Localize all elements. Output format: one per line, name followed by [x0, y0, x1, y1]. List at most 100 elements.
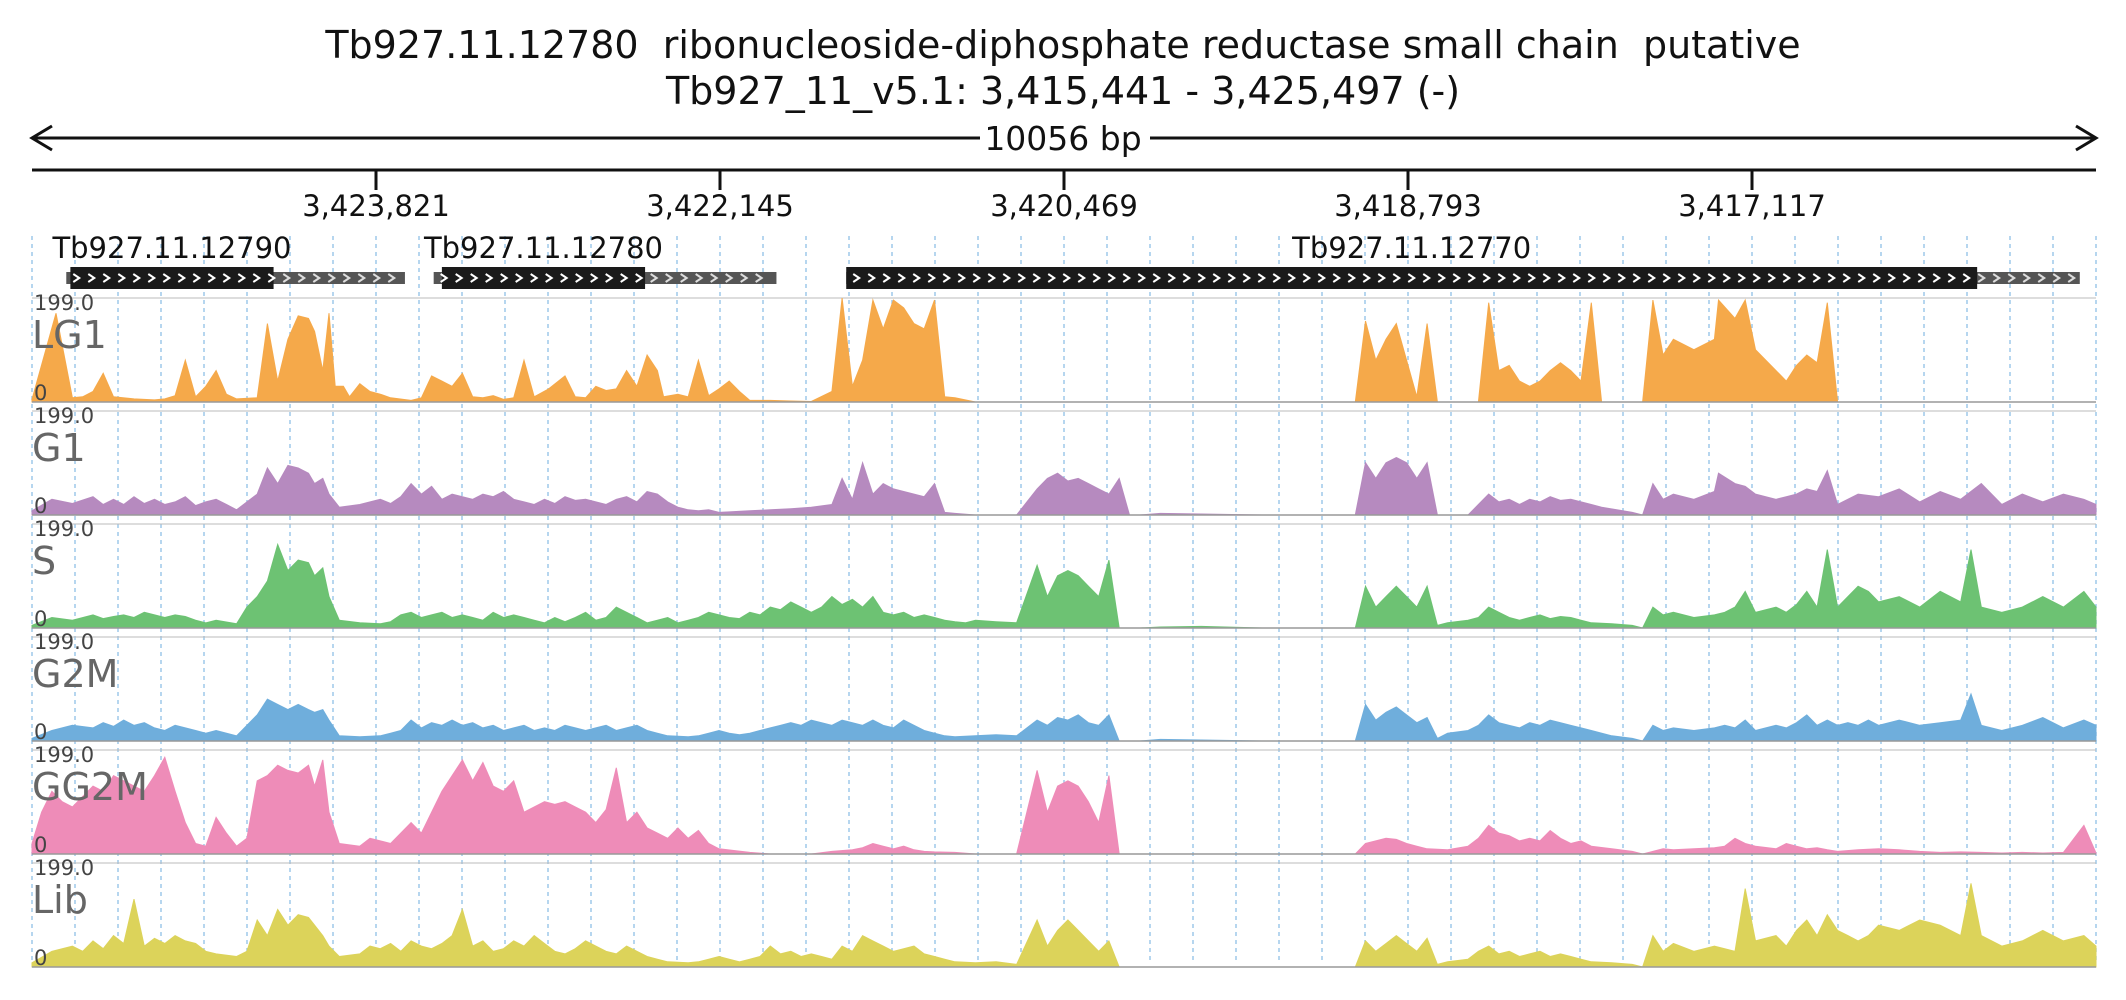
strand-chevron	[545, 273, 554, 283]
gene-label-1: Tb927.11.12780	[423, 231, 663, 265]
track-g1: 199.0 0 G1	[31, 404, 2097, 518]
strand-chevron	[942, 273, 952, 283]
strand-chevron	[852, 273, 862, 283]
strand-chevron	[590, 273, 599, 283]
strand-chevron	[1932, 273, 1942, 283]
strand-chevron	[1017, 273, 1027, 283]
strand-chevron	[725, 273, 734, 283]
strand-chevron	[927, 273, 937, 283]
strand-chevron	[987, 273, 997, 283]
strand-chevron	[2037, 273, 2047, 283]
scale-max-label: 199.0	[34, 856, 94, 880]
gene-label-0: Tb927.11.12790	[51, 231, 291, 265]
strand-chevron	[455, 273, 464, 283]
coverage-tracks: 199.00LG1199.00G1199.00S199.00G2M199.00G…	[31, 291, 2097, 970]
strand-chevron	[650, 273, 659, 283]
strand-chevron	[605, 273, 614, 283]
strand-chevron	[1422, 273, 1432, 283]
strand-chevron	[162, 273, 172, 283]
strand-chevron	[485, 273, 494, 283]
span-arrow-head-right	[2075, 124, 2099, 152]
strand-chevron	[1122, 273, 1132, 283]
strand-chevron	[440, 273, 449, 283]
gene-models: Tb927.11.12790 Tb927.11.12780 Tb927.11.127…	[51, 231, 2080, 289]
strand-chevron	[665, 273, 674, 283]
coverage-area-gg2m	[31, 756, 2097, 855]
strand-chevron	[740, 273, 749, 283]
strand-chevron	[695, 273, 704, 283]
strand-chevron	[1407, 273, 1417, 283]
strand-chevron	[177, 273, 187, 283]
strand-chevron	[1887, 273, 1897, 283]
tick-label-3: 3,418,793	[1334, 189, 1482, 223]
strand-chevron	[1647, 273, 1657, 283]
strand-chevron	[1212, 273, 1222, 283]
strand-chevron	[972, 273, 982, 283]
figure-header: Tb927.11.12780 ribonucleoside-diphosphat…	[0, 22, 2126, 114]
strand-chevron	[72, 273, 82, 283]
strand-chevron	[1302, 273, 1312, 283]
strand-chevron	[500, 273, 509, 283]
tick-label-2: 3,420,469	[990, 189, 1138, 223]
strand-chevron	[1182, 273, 1192, 283]
gene-label-2: Tb927.11.12770	[1291, 231, 1531, 265]
track-label-g2m: G2M	[32, 652, 118, 696]
strand-chevron	[1287, 273, 1297, 283]
strand-chevron	[1047, 273, 1057, 283]
strand-chevron	[237, 273, 247, 283]
strand-chevron	[1737, 273, 1747, 283]
strand-chevron	[1707, 273, 1717, 283]
strand-chevron	[1092, 273, 1102, 283]
strand-chevron	[680, 273, 689, 283]
coverage-area-g1	[31, 456, 2097, 516]
scale-min-label: 0	[34, 607, 47, 631]
scale-max-label: 199.0	[34, 630, 94, 654]
strand-chevron	[1872, 273, 1882, 283]
strand-chevron	[1467, 273, 1477, 283]
strand-chevron	[530, 273, 539, 283]
strand-chevron	[252, 273, 262, 283]
strand-chevron	[132, 273, 142, 283]
strand-chevron	[1617, 273, 1627, 283]
track-label-s: S	[32, 539, 56, 583]
strand-chevron	[575, 273, 584, 283]
strand-chevron	[470, 273, 479, 283]
gene-title: Tb927.11.12780 ribonucleoside-diphosphat…	[325, 23, 1801, 67]
strand-chevron	[1002, 273, 1012, 283]
strand-chevron	[1452, 273, 1462, 283]
scale-max-label: 199.0	[34, 291, 94, 315]
strand-chevron	[1917, 273, 1927, 283]
span-arrow-head-left	[29, 124, 53, 152]
scale-min-label: 0	[34, 720, 47, 744]
strand-chevron	[1662, 273, 1672, 283]
strand-chevron	[1437, 273, 1447, 283]
strand-chevron	[1572, 273, 1582, 283]
strand-chevron	[1332, 273, 1342, 283]
gene-cds-0	[70, 267, 274, 289]
strand-chevron	[1152, 273, 1162, 283]
strand-chevron	[1782, 273, 1792, 283]
strand-chevron	[372, 273, 382, 283]
coordinate-ticks: 3,423,821 3,422,145 3,420,469 3,418,793 3,41…	[302, 170, 1826, 223]
strand-chevron	[1107, 273, 1117, 283]
strand-chevron	[222, 273, 232, 283]
strand-chevron	[1947, 273, 1957, 283]
strand-chevron	[2067, 273, 2077, 283]
scale-min-label: 0	[34, 381, 47, 405]
strand-chevron	[1902, 273, 1912, 283]
strand-chevron	[2007, 273, 2017, 283]
strand-chevron	[1137, 273, 1147, 283]
scale-min-label: 0	[34, 833, 47, 857]
track-label-gg2m: GG2M	[32, 765, 148, 809]
strand-chevron	[1677, 273, 1687, 283]
strand-chevron	[1197, 273, 1207, 283]
strand-chevron	[1317, 273, 1327, 283]
strand-chevron	[282, 273, 292, 283]
strand-chevron	[755, 273, 764, 283]
locus-label: Tb927_11_v5.1: 3,415,441 - 3,425,497 (-)	[665, 69, 1461, 113]
strand-chevron	[897, 273, 907, 283]
strand-chevron	[387, 273, 397, 283]
strand-chevron	[1497, 273, 1507, 283]
scale-max-label: 199.0	[34, 404, 94, 428]
strand-chevron	[620, 273, 629, 283]
